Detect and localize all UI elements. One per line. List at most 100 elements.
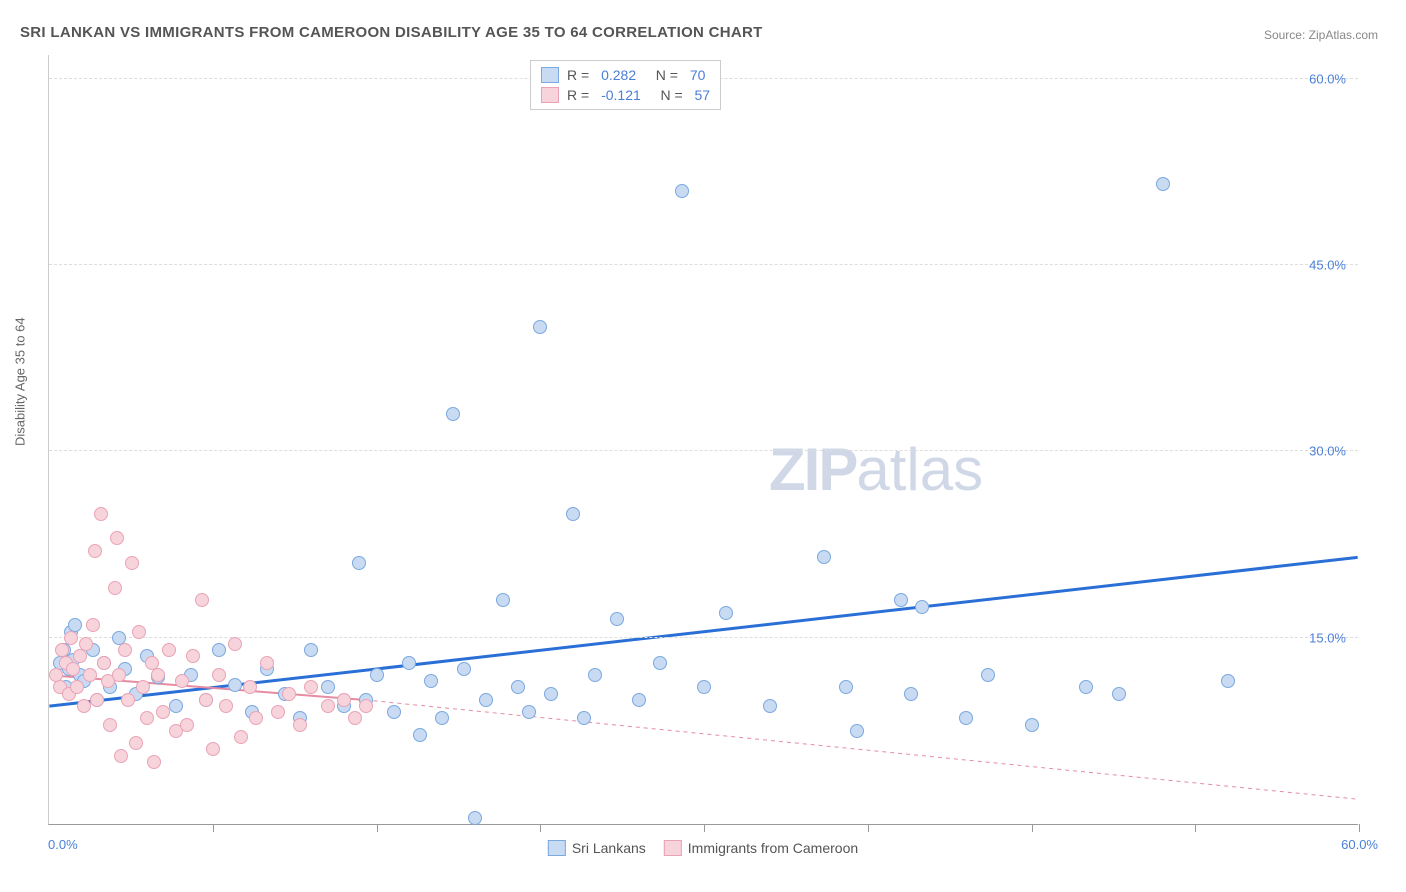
x-tick <box>868 824 869 832</box>
scatter-point-cameroon <box>112 668 126 682</box>
x-axis-max-label: 60.0% <box>1341 837 1378 852</box>
scatter-point-sri-lankans <box>457 662 471 676</box>
scatter-point-sri-lankans <box>915 600 929 614</box>
legend-bottom: Sri Lankans Immigrants from Cameroon <box>548 840 858 856</box>
scatter-point-sri-lankans <box>435 711 449 725</box>
scatter-point-cameroon <box>121 693 135 707</box>
scatter-point-cameroon <box>228 637 242 651</box>
scatter-point-cameroon <box>212 668 226 682</box>
scatter-point-cameroon <box>66 662 80 676</box>
scatter-point-sri-lankans <box>719 606 733 620</box>
scatter-point-cameroon <box>108 581 122 595</box>
x-axis-min-label: 0.0% <box>48 837 78 852</box>
stats-row-cameroon: R = -0.121 N = 57 <box>541 85 710 105</box>
scatter-point-cameroon <box>195 593 209 607</box>
scatter-point-cameroon <box>206 742 220 756</box>
scatter-point-sri-lankans <box>387 705 401 719</box>
scatter-point-cameroon <box>86 618 100 632</box>
scatter-point-sri-lankans <box>817 550 831 564</box>
y-tick-label: 15.0% <box>1309 630 1346 645</box>
legend-label: Immigrants from Cameroon <box>688 840 858 856</box>
r-label: R = <box>567 87 593 103</box>
scatter-point-cameroon <box>156 705 170 719</box>
watermark: ZIPatlas <box>769 435 983 504</box>
scatter-point-cameroon <box>180 718 194 732</box>
scatter-point-sri-lankans <box>577 711 591 725</box>
scatter-point-cameroon <box>199 693 213 707</box>
scatter-point-sri-lankans <box>1156 177 1170 191</box>
scatter-point-sri-lankans <box>588 668 602 682</box>
scatter-point-sri-lankans <box>1221 674 1235 688</box>
legend-item-cameroon: Immigrants from Cameroon <box>664 840 858 856</box>
scatter-point-sri-lankans <box>610 612 624 626</box>
scatter-point-sri-lankans <box>839 680 853 694</box>
scatter-point-sri-lankans <box>424 674 438 688</box>
scatter-point-cameroon <box>90 693 104 707</box>
swatch-sri-lankans <box>548 840 566 856</box>
n-value: 70 <box>690 67 706 83</box>
scatter-point-cameroon <box>136 680 150 694</box>
scatter-point-sri-lankans <box>446 407 460 421</box>
scatter-point-sri-lankans <box>479 693 493 707</box>
scatter-point-sri-lankans <box>169 699 183 713</box>
x-tick <box>704 824 705 832</box>
scatter-point-cameroon <box>293 718 307 732</box>
scatter-point-cameroon <box>129 736 143 750</box>
scatter-point-cameroon <box>359 699 373 713</box>
scatter-point-sri-lankans <box>1112 687 1126 701</box>
x-tick <box>1032 824 1033 832</box>
scatter-point-sri-lankans <box>402 656 416 670</box>
stats-row-sri-lankans: R = 0.282 N = 70 <box>541 65 710 85</box>
swatch-cameroon <box>664 840 682 856</box>
chart-container: SRI LANKAN VS IMMIGRANTS FROM CAMEROON D… <box>0 0 1406 892</box>
scatter-point-sri-lankans <box>511 680 525 694</box>
scatter-point-cameroon <box>147 755 161 769</box>
scatter-point-cameroon <box>175 674 189 688</box>
y-axis-label: Disability Age 35 to 64 <box>13 317 28 446</box>
scatter-point-sri-lankans <box>228 678 242 692</box>
scatter-point-sri-lankans <box>468 811 482 825</box>
scatter-point-sri-lankans <box>894 593 908 607</box>
y-tick-label: 45.0% <box>1309 258 1346 273</box>
scatter-point-cameroon <box>162 643 176 657</box>
scatter-point-sri-lankans <box>304 643 318 657</box>
scatter-point-sri-lankans <box>675 184 689 198</box>
r-value: -0.121 <box>601 87 641 103</box>
x-tick <box>377 824 378 832</box>
watermark-zip: ZIP <box>769 436 856 503</box>
chart-title: SRI LANKAN VS IMMIGRANTS FROM CAMEROON D… <box>20 24 763 41</box>
scatter-point-cameroon <box>304 680 318 694</box>
scatter-point-cameroon <box>114 749 128 763</box>
scatter-point-cameroon <box>88 544 102 558</box>
r-value: 0.282 <box>601 67 636 83</box>
scatter-point-sri-lankans <box>1079 680 1093 694</box>
scatter-point-sri-lankans <box>981 668 995 682</box>
scatter-point-sri-lankans <box>1025 718 1039 732</box>
scatter-point-sri-lankans <box>352 556 366 570</box>
trend-line <box>366 700 1358 799</box>
scatter-point-cameroon <box>140 711 154 725</box>
x-tick <box>540 824 541 832</box>
scatter-point-cameroon <box>125 556 139 570</box>
x-tick <box>1359 824 1360 832</box>
scatter-point-sri-lankans <box>533 320 547 334</box>
scatter-point-cameroon <box>110 531 124 545</box>
scatter-point-cameroon <box>70 680 84 694</box>
legend-label: Sri Lankans <box>572 840 646 856</box>
scatter-point-sri-lankans <box>321 680 335 694</box>
scatter-point-cameroon <box>271 705 285 719</box>
scatter-point-cameroon <box>97 656 111 670</box>
stats-legend-box: R = 0.282 N = 70 R = -0.121 N = 57 <box>530 60 721 110</box>
scatter-point-cameroon <box>219 699 233 713</box>
scatter-point-cameroon <box>348 711 362 725</box>
scatter-point-cameroon <box>321 699 335 713</box>
scatter-point-cameroon <box>79 637 93 651</box>
y-tick-label: 60.0% <box>1309 71 1346 86</box>
source-label: Source: ZipAtlas.com <box>1264 28 1378 42</box>
scatter-point-cameroon <box>260 656 274 670</box>
scatter-point-cameroon <box>118 643 132 657</box>
scatter-point-sri-lankans <box>212 643 226 657</box>
scatter-point-sri-lankans <box>544 687 558 701</box>
r-label: R = <box>567 67 593 83</box>
legend-item-sri-lankans: Sri Lankans <box>548 840 646 856</box>
